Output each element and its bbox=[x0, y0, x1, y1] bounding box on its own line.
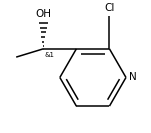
Text: Cl: Cl bbox=[104, 3, 115, 13]
Text: OH: OH bbox=[35, 9, 51, 19]
Text: N: N bbox=[129, 72, 137, 82]
Text: &1: &1 bbox=[44, 52, 54, 58]
